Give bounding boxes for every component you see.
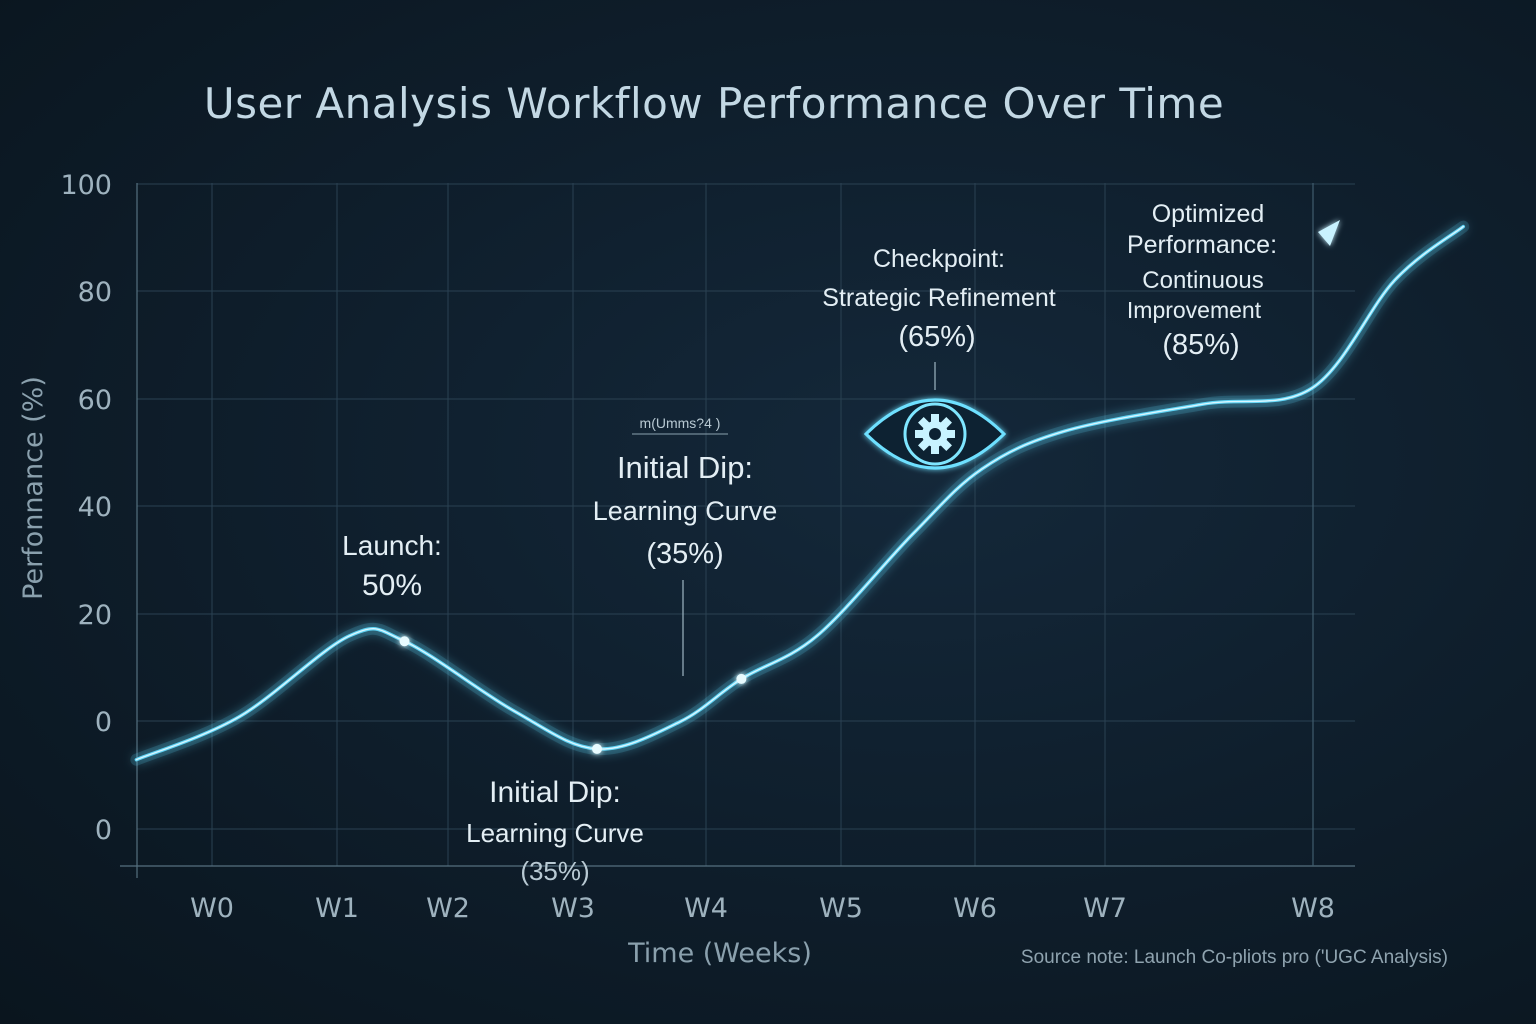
annotation-optimized-line-5: (85%) — [1162, 329, 1239, 361]
series-line-core — [135, 225, 1464, 761]
x-tick-label: W7 — [1083, 893, 1127, 924]
x-tick-label: W1 — [315, 893, 359, 924]
x-tick-labels: W0 W1 W2 W3 W4 W5 W6 W7 W8 — [190, 893, 1335, 924]
y-tick-label: 80 — [78, 277, 112, 308]
gear-hole — [929, 428, 941, 440]
annotation-dip-lower-line-3: (35%) — [520, 856, 589, 886]
y-tick-labels: 100 80 60 40 20 0 0 — [60, 170, 112, 846]
annotation-checkpoint: Checkpoint: Strategic Refinement (65%) — [822, 245, 1056, 353]
annotation-initial-dip-lower: Initial Dip: Learning Curve (35%) — [466, 776, 644, 886]
annotation-initial-dip-upper: Initial Dip: Learning Curve (35%) — [593, 450, 778, 570]
annotation-small-garbled: m(Umms?4 ) — [640, 415, 721, 431]
gear-tooth — [947, 430, 955, 438]
source-note: Source note: Launch Co-pliots pro ('UGC … — [1021, 947, 1448, 968]
annotation-optimized: Optimized Performance: Continuous Improv… — [1127, 200, 1277, 361]
data-point — [592, 743, 602, 754]
gear-tooth — [915, 430, 923, 438]
annotation-dip-upper-line-1: Initial Dip: — [617, 450, 753, 485]
annotation-launch-line-2: 50% — [362, 569, 422, 602]
annotation-checkpoint-line-3: (65%) — [898, 321, 975, 353]
annotation-dip-lower-line-2: Learning Curve — [466, 818, 644, 848]
data-point — [399, 636, 410, 647]
gear-icon — [915, 414, 955, 454]
series — [130, 220, 1470, 766]
axes — [120, 183, 1355, 878]
y-axis-title: Perfonnance (%) — [18, 376, 49, 600]
x-tick-label: W0 — [190, 893, 234, 924]
x-tick-label: W5 — [819, 893, 863, 924]
annotation-dip-lower-line-1: Initial Dip: — [489, 776, 621, 809]
annotation-dip-upper-line-2: Learning Curve — [593, 496, 778, 526]
y-tick-label: 40 — [78, 492, 112, 523]
x-tick-label: W2 — [426, 893, 470, 924]
y-tick-label: 100 — [60, 170, 112, 201]
x-axis-title: Time (Weeks) — [627, 938, 812, 969]
y-tick-label: 60 — [78, 385, 112, 416]
annotation-dip-upper-line-3: (35%) — [646, 538, 723, 570]
series-line — [134, 224, 1465, 762]
y-tick-label: 0 — [95, 815, 112, 846]
annotation-checkpoint-line-1: Checkpoint: — [873, 245, 1005, 273]
grid — [137, 183, 1355, 866]
gear-tooth — [931, 414, 939, 422]
data-point — [736, 673, 747, 684]
x-tick-label: W6 — [953, 893, 997, 924]
chart-title: User Analysis Workflow Performance Over … — [204, 79, 1224, 128]
annotation-checkpoint-line-2: Strategic Refinement — [822, 284, 1056, 312]
annotation-launch-line-1: Launch: — [342, 530, 442, 561]
arrow-head-icon — [1318, 220, 1340, 246]
annotation-optimized-line-3: Continuous — [1142, 267, 1263, 294]
y-tick-label: 20 — [78, 600, 112, 631]
y-tick-label: 0 — [95, 707, 112, 738]
annotation-optimized-line-4: Improvement — [1127, 297, 1262, 323]
gear-tooth — [931, 446, 939, 454]
annotation-optimized-line-1: Optimized — [1152, 200, 1265, 228]
x-tick-label: W8 — [1291, 893, 1335, 924]
x-tick-label: W4 — [684, 893, 728, 924]
annotation-launch: Launch: 50% — [342, 530, 442, 602]
x-tick-label: W3 — [551, 893, 595, 924]
eye-gear-icon — [863, 398, 1007, 470]
annotation-optimized-line-2: Performance: — [1127, 231, 1277, 259]
series-line-halo — [130, 220, 1470, 766]
